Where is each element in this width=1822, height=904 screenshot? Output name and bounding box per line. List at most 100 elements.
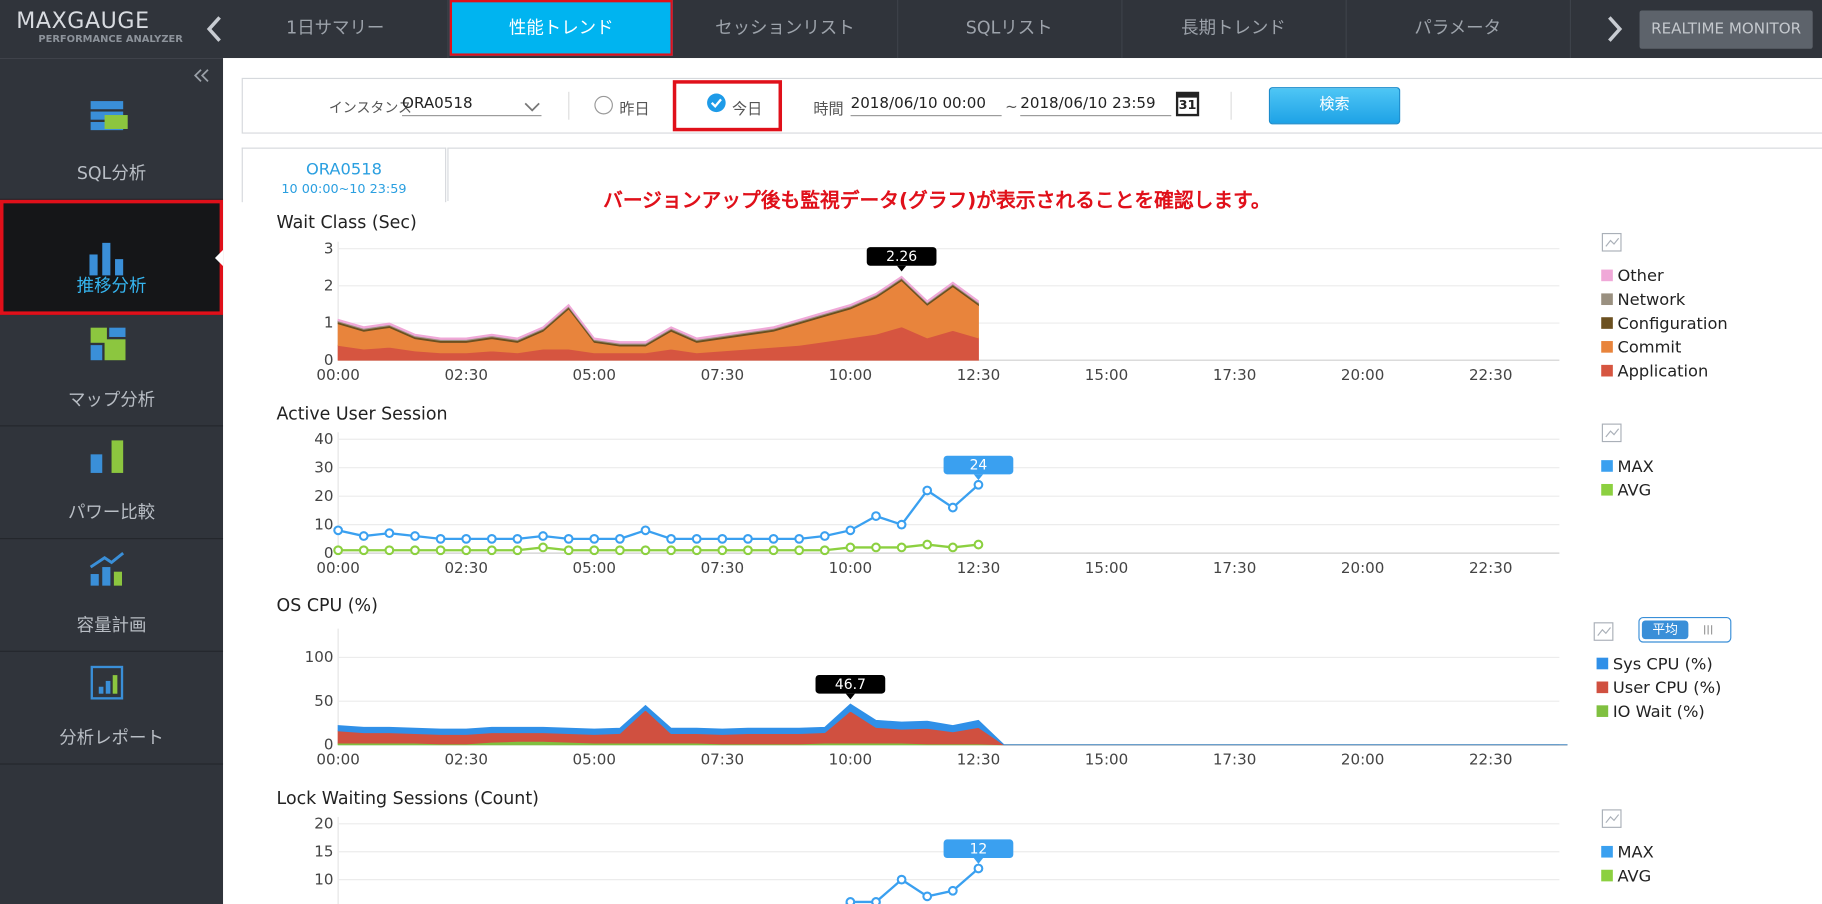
point bbox=[410, 545, 420, 556]
radio-label: 今日 bbox=[732, 101, 763, 119]
menu-item[interactable]: マップ分析 bbox=[0, 314, 224, 427]
radio-checked[interactable] bbox=[706, 93, 726, 113]
y-tick-label: 0 bbox=[324, 544, 334, 562]
point bbox=[922, 891, 933, 902]
tab[interactable]: SQLリスト bbox=[897, 0, 1123, 59]
y-tick-label: 40 bbox=[314, 430, 333, 448]
x-tick-label: 10:00 bbox=[829, 366, 873, 384]
instance-tab[interactable]: ORA0518 10 00:00~10 23:59 bbox=[241, 147, 447, 203]
y-tick-label: 10 bbox=[314, 870, 333, 888]
x-tick-label: 15:00 bbox=[1085, 559, 1129, 577]
point bbox=[614, 545, 625, 556]
callout-pointer bbox=[973, 474, 984, 481]
point bbox=[871, 897, 881, 904]
menu-item[interactable]: 容量計画 bbox=[0, 539, 224, 652]
point bbox=[333, 545, 344, 556]
instance-select[interactable]: ORA0518 bbox=[402, 95, 542, 117]
legend-label: Other bbox=[1617, 266, 1663, 285]
point bbox=[512, 545, 523, 556]
legend-label: AVG bbox=[1617, 481, 1651, 500]
legend-swatch bbox=[1601, 869, 1613, 882]
legend-swatch bbox=[1601, 317, 1613, 329]
menu-item[interactable]: パワー比較 bbox=[0, 426, 224, 540]
x-tick-label: 17:30 bbox=[1213, 751, 1257, 769]
instance-tab-name: ORA0518 bbox=[305, 160, 382, 179]
y-tick-label: 15 bbox=[314, 842, 333, 860]
point bbox=[947, 885, 958, 896]
main bbox=[223, 58, 1822, 904]
from-input[interactable]: 2018/06/10 00:00 bbox=[850, 95, 1002, 117]
legend-label: Application bbox=[1617, 361, 1708, 380]
tab[interactable]: 1日サマリー bbox=[223, 0, 449, 59]
time-label: 時間 bbox=[813, 101, 844, 119]
point bbox=[358, 531, 369, 541]
logo-sub: PERFORMANCE ANALYZER bbox=[38, 33, 183, 46]
line bbox=[337, 483, 980, 541]
point bbox=[768, 533, 779, 544]
x-tick-label: 10:00 bbox=[829, 751, 873, 769]
point bbox=[563, 533, 574, 544]
x-tick-label: 12:30 bbox=[957, 751, 1001, 769]
chart-icon-line bbox=[1605, 428, 1620, 438]
point bbox=[384, 528, 395, 539]
toggle[interactable]: 平均 bbox=[1638, 617, 1732, 643]
search-button[interactable]: 検索 bbox=[1268, 87, 1401, 125]
tab-active[interactable]: 性能トレンド bbox=[449, 0, 673, 56]
callout-label: 46.7 bbox=[835, 677, 866, 693]
value-callout: 12 bbox=[943, 839, 1014, 864]
separator: ~ bbox=[1005, 98, 1018, 117]
point bbox=[871, 542, 881, 553]
line bbox=[338, 543, 979, 552]
legend-label: AVG bbox=[1617, 866, 1651, 885]
menu-item[interactable]: 分析レポート bbox=[0, 652, 224, 765]
x-tick-label: 15:00 bbox=[1085, 751, 1129, 769]
instance-label: インスタンス bbox=[328, 99, 412, 117]
point bbox=[486, 545, 497, 556]
point bbox=[845, 897, 856, 904]
icon bbox=[90, 101, 128, 131]
point bbox=[794, 545, 805, 556]
point bbox=[743, 545, 753, 556]
realtime-button[interactable]: REALTIME MONITOR bbox=[1639, 10, 1813, 49]
menu-item[interactable]: SQL分析 bbox=[0, 87, 224, 200]
legend-swatch bbox=[1601, 483, 1613, 496]
notice: バージョンアップ後も監視データ(グラフ)が表示されることを確認します。 bbox=[603, 189, 1271, 213]
x-tick-label: 10:00 bbox=[829, 559, 873, 577]
collapse[interactable] bbox=[192, 67, 211, 83]
prev-arrow[interactable] bbox=[205, 14, 224, 44]
top-bar: MAXGAUGE PERFORMANCE ANALYZER 1日サマリー 性能ト… bbox=[0, 0, 1822, 59]
toggle-on: 平均 bbox=[1641, 620, 1689, 640]
tab[interactable]: セッションリスト bbox=[673, 0, 899, 59]
legend-label: IO Wait (%) bbox=[1613, 702, 1705, 721]
legend-swatch bbox=[1601, 341, 1613, 353]
point bbox=[691, 545, 702, 556]
menu-item-active[interactable]: 推移分析 bbox=[0, 199, 224, 315]
x-tick-label: 12:30 bbox=[957, 366, 1001, 384]
legend-label: Sys CPU (%) bbox=[1613, 654, 1713, 673]
to-input[interactable]: 2018/06/10 23:59 bbox=[1020, 95, 1172, 117]
callout-box bbox=[866, 247, 937, 266]
radio[interactable] bbox=[594, 95, 614, 115]
y-tick-label: 2 bbox=[324, 276, 334, 294]
point bbox=[973, 479, 984, 490]
point bbox=[871, 511, 881, 521]
point bbox=[717, 533, 728, 544]
filter-bar: インスタンス ORA0518 昨日 今日 時間 2018/06/10 00:00… bbox=[241, 77, 1822, 134]
x-tick-label: 05:00 bbox=[573, 366, 617, 384]
legend-label: Configuration bbox=[1617, 314, 1727, 333]
tab[interactable]: 長期トレンド bbox=[1121, 0, 1347, 59]
tab[interactable]: パラメータ bbox=[1346, 0, 1572, 59]
y-tick-label: 3 bbox=[324, 239, 334, 257]
x-tick-label: 22:30 bbox=[1469, 366, 1513, 384]
y-tick-label: 50 bbox=[314, 692, 333, 710]
x-tick-label: 12:30 bbox=[957, 559, 1001, 577]
menu-label: 推移分析 bbox=[76, 275, 147, 297]
legend-swatch bbox=[1596, 705, 1609, 717]
divider bbox=[1230, 91, 1232, 120]
toggle-grip bbox=[1704, 625, 1713, 635]
calendar[interactable]: 31 bbox=[1175, 91, 1200, 117]
legend-label: MAX bbox=[1617, 457, 1653, 476]
callout-pointer bbox=[973, 858, 984, 864]
next-arrow[interactable] bbox=[1606, 14, 1625, 44]
